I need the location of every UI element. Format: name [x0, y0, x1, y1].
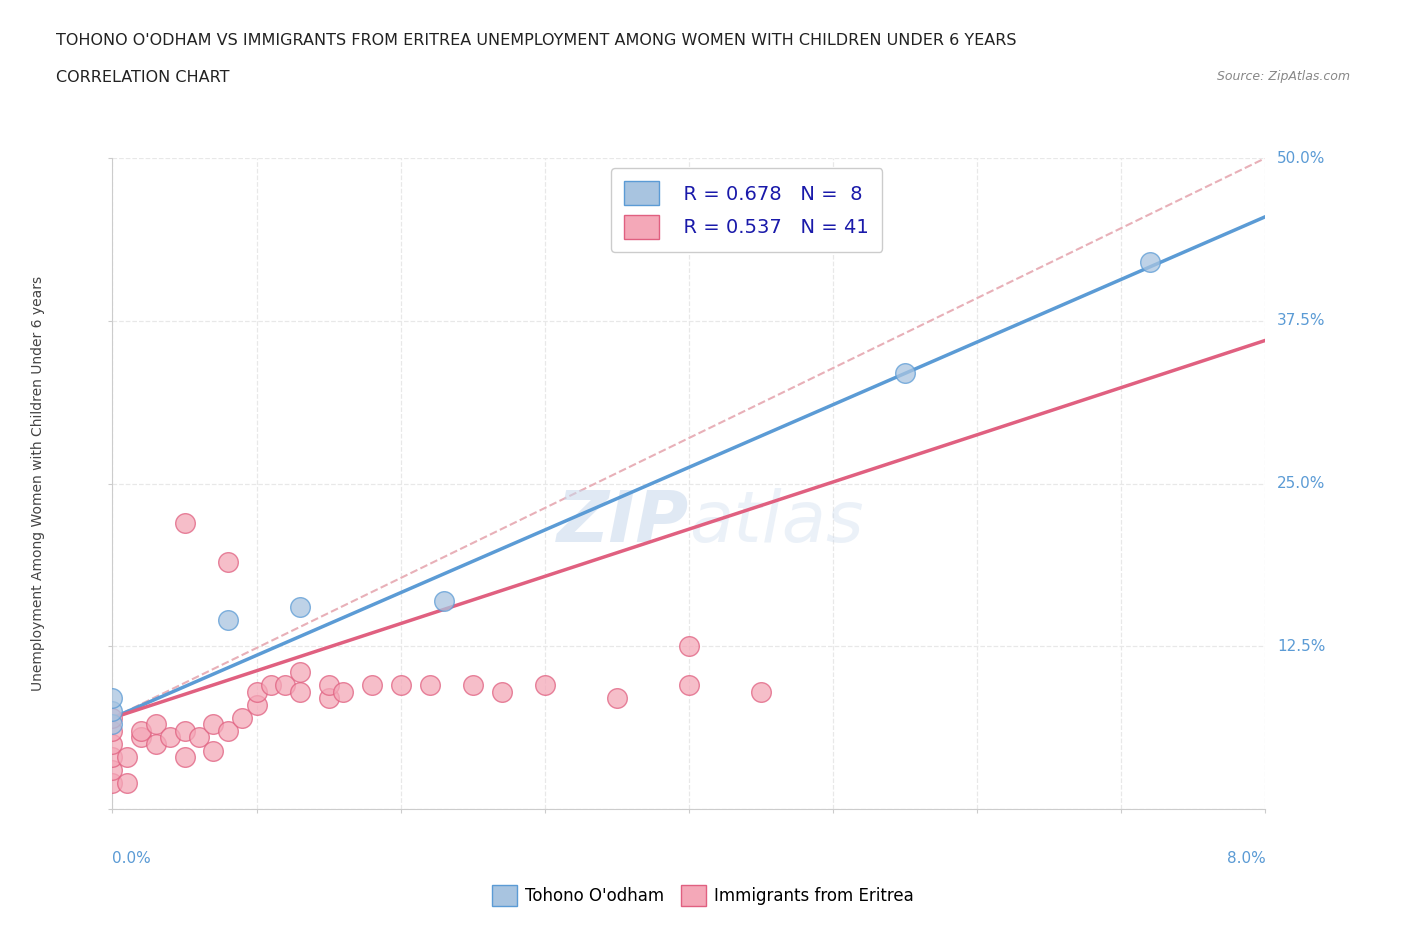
Point	[419, 678, 441, 693]
Point	[129, 724, 153, 738]
Point	[749, 684, 772, 699]
Text: 12.5%: 12.5%	[1277, 639, 1326, 654]
Point	[245, 684, 267, 699]
Point	[115, 776, 138, 790]
Point	[101, 717, 124, 732]
Point	[145, 717, 167, 732]
Point	[159, 730, 181, 745]
Point	[101, 776, 124, 790]
Point	[217, 554, 239, 569]
Point	[101, 737, 124, 751]
Point	[678, 639, 700, 654]
Text: TOHONO O'ODHAM VS IMMIGRANTS FROM ERITREA UNEMPLOYMENT AMONG WOMEN WITH CHILDREN: TOHONO O'ODHAM VS IMMIGRANTS FROM ERITRE…	[56, 33, 1017, 47]
Point	[202, 717, 225, 732]
Text: 25.0%: 25.0%	[1277, 476, 1326, 491]
Point	[115, 750, 138, 764]
Point	[145, 737, 167, 751]
Point	[101, 763, 124, 777]
Point	[173, 724, 195, 738]
Point	[260, 678, 283, 693]
Point	[288, 600, 311, 615]
Point	[101, 704, 124, 719]
Legend:   R = 0.678   N =  8,   R = 0.537   N = 41: R = 0.678 N = 8, R = 0.537 N = 41	[610, 167, 883, 252]
Point	[389, 678, 412, 693]
Point	[360, 678, 382, 693]
Point	[188, 730, 211, 745]
Text: atlas: atlas	[689, 488, 863, 557]
Point	[1139, 255, 1161, 270]
Point	[173, 750, 195, 764]
Text: Unemployment Among Women with Children Under 6 years: Unemployment Among Women with Children U…	[31, 276, 45, 691]
Point	[202, 743, 225, 758]
Text: 37.5%: 37.5%	[1277, 313, 1326, 328]
Point	[217, 724, 239, 738]
Point	[245, 698, 267, 712]
Point	[606, 691, 628, 706]
Point	[533, 678, 555, 693]
Point	[332, 684, 354, 699]
Point	[678, 678, 700, 693]
Point	[433, 593, 456, 608]
Text: 50.0%: 50.0%	[1277, 151, 1326, 166]
Legend: Tohono O'odham, Immigrants from Eritrea: Tohono O'odham, Immigrants from Eritrea	[485, 879, 921, 912]
Text: 0.0%: 0.0%	[112, 851, 152, 866]
Point	[274, 678, 297, 693]
Text: CORRELATION CHART: CORRELATION CHART	[56, 70, 229, 85]
Point	[288, 665, 311, 680]
Text: ZIP: ZIP	[557, 488, 689, 557]
Point	[318, 678, 340, 693]
Point	[461, 678, 484, 693]
Point	[217, 613, 239, 628]
Point	[101, 724, 124, 738]
Text: 8.0%: 8.0%	[1226, 851, 1265, 866]
Point	[129, 730, 153, 745]
Point	[101, 750, 124, 764]
Point	[101, 691, 124, 706]
Point	[288, 684, 311, 699]
Point	[491, 684, 513, 699]
Point	[173, 515, 195, 530]
Text: Source: ZipAtlas.com: Source: ZipAtlas.com	[1216, 70, 1350, 83]
Point	[101, 711, 124, 725]
Point	[894, 365, 917, 380]
Point	[231, 711, 253, 725]
Point	[318, 691, 340, 706]
